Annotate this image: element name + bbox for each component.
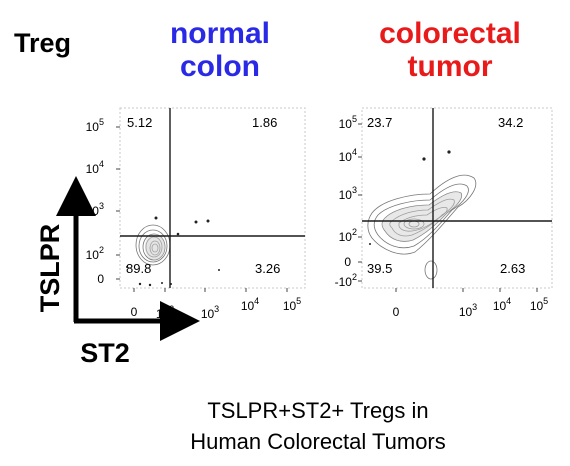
normal-x-tick-2-base: 10 [201, 307, 215, 321]
tumor-title-line-1: colorectal [379, 17, 521, 50]
normal-x-tick-2: 103 [201, 304, 219, 321]
caption-line-1: TSLPR+ST2+ Tregs in [207, 398, 428, 423]
tumor-y-tick-neg-exp: 2 [352, 272, 357, 282]
normal-x-tick-4-base: 10 [283, 299, 297, 313]
tumor-x-tick-2: 104 [493, 296, 511, 313]
tumor-x-tick-3-base: 10 [530, 299, 544, 313]
normal-quadrant-ul: 5.12 [127, 115, 152, 130]
caption-line-2: Human Colorectal Tumors [190, 429, 446, 454]
normal-y-tick-4: 105 [86, 117, 104, 134]
normal-x-tick-3-exp: 4 [254, 296, 259, 306]
normal-x-tick-1: 102 [156, 304, 174, 321]
normal-x-tick-4: 105 [283, 296, 301, 313]
normal-x-ticks: 0 102 103 104 105 [131, 296, 302, 321]
tumor-y-ticks: -102 0 102 103 104 105 [335, 114, 357, 289]
normal-y-tick-1-base: 10 [86, 248, 100, 262]
tumor-y-tick-5-base: 10 [339, 117, 353, 131]
tumor-title-line-2: tumor [407, 50, 493, 83]
tumor-y-tick-3: 103 [339, 185, 357, 202]
normal-y-tick-3: 104 [86, 159, 104, 176]
normal-quadrant-ll: 89.8 [126, 261, 151, 276]
tumor-x-tick-1-base: 10 [459, 305, 473, 319]
normal-x-tick-4-exp: 5 [296, 296, 301, 306]
normal-y-tick-4-exp: 5 [99, 117, 104, 127]
normal-y-tick-3-base: 10 [86, 162, 100, 176]
normal-y-tick-marks [116, 126, 120, 280]
tumor-quadrant-ul: 23.7 [367, 115, 392, 130]
tumor-x-tick-marks [395, 288, 538, 292]
y-axis-title: TSLPR [35, 224, 65, 313]
normal-y-tick-4-base: 10 [86, 120, 100, 134]
normal-x-tick-2-exp: 3 [214, 304, 219, 314]
tumor-y-tick-zero: 0 [344, 255, 351, 269]
normal-x-tick-0: 0 [131, 305, 138, 319]
normal-y-tick-0: 0 [97, 272, 104, 286]
tumor-x-tick-2-base: 10 [493, 299, 507, 313]
tumor-quadrant-ll: 39.5 [367, 261, 392, 276]
tumor-x-ticks: 0 103 104 105 [393, 296, 549, 319]
tumor-y-tick-3-exp: 3 [352, 185, 357, 195]
tumor-x-tick-3: 105 [530, 296, 548, 313]
normal-x-tick-marks [133, 288, 288, 292]
tumor-quadrant-ur: 34.2 [498, 115, 523, 130]
tumor-y-tick-4-base: 10 [339, 150, 353, 164]
tumor-x-tick-0: 0 [393, 305, 400, 319]
tumor-x-tick-1-exp: 3 [472, 302, 477, 312]
normal-x-tick-3: 104 [241, 296, 259, 313]
normal-x-tick-3-base: 10 [241, 299, 255, 313]
normal-title-line-1: normal [169, 17, 271, 50]
tumor-plot-frame [361, 107, 553, 289]
tumor-x-tick-3-exp: 5 [543, 296, 548, 306]
normal-quadrant-lr: 3.26 [255, 261, 280, 276]
normal-colon-title: normal colon [130, 17, 310, 83]
normal-contour-core [145, 234, 165, 260]
normal-y-tick-1-exp: 2 [99, 245, 104, 255]
x-axis-title: ST2 [80, 338, 130, 368]
tumor-y-tick-3-base: 10 [339, 188, 353, 202]
tumor-y-tick-2-exp: 2 [352, 227, 357, 237]
normal-colon-plot: 5.12 1.86 89.8 3.26 0 102 103 104 105 0 … [86, 107, 306, 321]
normal-quadrant-ur: 1.86 [252, 115, 277, 130]
tumor-y-tick-5-exp: 5 [352, 114, 357, 124]
normal-title-line-2: colon [180, 50, 260, 83]
tumor-y-tick-4: 104 [339, 147, 357, 164]
figure-label: Treg [14, 28, 72, 58]
normal-y-tick-2-base: 10 [86, 204, 100, 218]
normal-x-tick-1-base: 10 [156, 307, 170, 321]
tumor-contour-fill [382, 191, 462, 242]
normal-y-tick-1: 102 [86, 245, 104, 262]
tumor-y-tick-2-base: 10 [339, 230, 353, 244]
normal-y-ticks: 0 102 103 104 105 [86, 117, 105, 286]
normal-x-tick-1-exp: 2 [169, 304, 174, 314]
normal-y-tick-2-exp: 3 [99, 201, 104, 211]
tumor-x-tick-1: 103 [459, 302, 477, 319]
tumor-contours [367, 174, 477, 280]
tumor-y-tick-5: 105 [339, 114, 357, 131]
tumor-y-tick-neg: -102 [335, 272, 357, 289]
colorectal-tumor-plot: 23.7 34.2 39.5 2.63 -102 0 102 103 104 1… [335, 107, 553, 319]
normal-y-tick-2: 103 [86, 201, 104, 218]
normal-plot-frame [119, 107, 306, 289]
normal-y-tick-3-exp: 4 [99, 159, 104, 169]
tumor-y-tick-2: 102 [339, 227, 357, 244]
tumor-y-tick-neg-base: -10 [335, 275, 353, 289]
colorectal-tumor-title: colorectal tumor [350, 17, 550, 83]
tumor-x-tick-2-exp: 4 [506, 296, 511, 306]
tumor-events [369, 150, 451, 245]
tumor-quadrant-lr: 2.63 [500, 261, 525, 276]
tumor-y-tick-4-exp: 4 [352, 147, 357, 157]
tumor-y-tick-marks [358, 123, 362, 282]
